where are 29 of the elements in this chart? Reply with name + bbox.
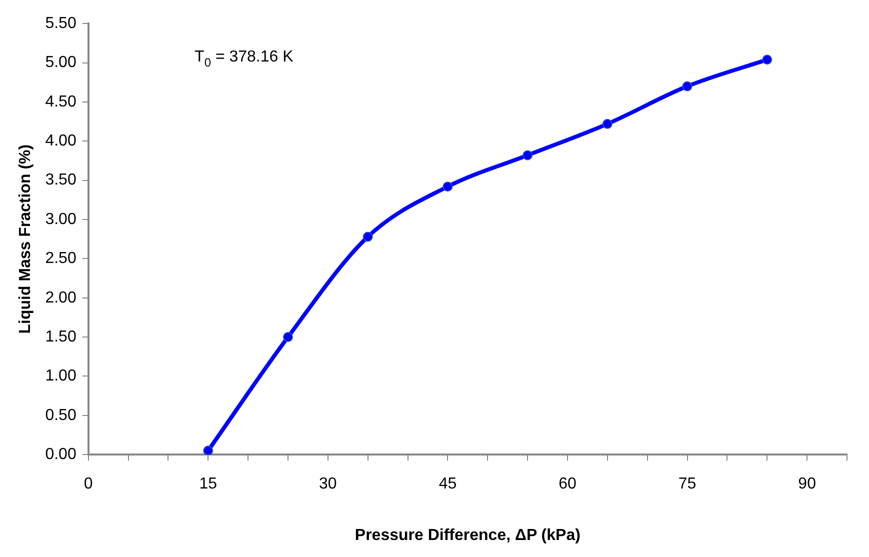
y-tick-label: 3.50 (45, 172, 76, 189)
point (682, 81, 692, 92)
y-tick-label: 1.50 (45, 328, 76, 346)
point (762, 54, 772, 65)
x-tick-label: 90 (798, 476, 816, 493)
point (362, 232, 373, 242)
y-tick-label: 4.00 (45, 132, 76, 150)
y-tick-label: 5.50 (45, 15, 76, 32)
x-tick-label: 75 (678, 476, 696, 493)
point (602, 118, 612, 129)
y-tick-label: 5.00 (45, 54, 76, 72)
point (203, 446, 214, 455)
y-tick-label: 0.50 (45, 406, 76, 424)
x-tick-label: 60 (558, 476, 576, 493)
point (442, 182, 453, 192)
y-tick-label: 0.00 (45, 446, 76, 464)
y-tick-label: 2.50 (45, 250, 76, 268)
y-tick-label: 4.50 (45, 93, 76, 110)
point (522, 150, 533, 160)
point (282, 332, 293, 342)
y-tick-label: 1.00 (45, 368, 76, 385)
x-axis-title: Pressure Difference, ΔP (kPa) (354, 526, 580, 544)
y-axis-title: Liquid Mass Fraction (%) (17, 144, 34, 334)
x-tick-label: 45 (438, 476, 457, 493)
x-tick-label: 0 (84, 476, 93, 493)
y-tick-label: 2.00 (45, 289, 76, 306)
x-tick-label: 30 (319, 476, 337, 493)
y-tick-label: 3.00 (45, 210, 76, 228)
x-tick-label: 15 (199, 476, 218, 493)
